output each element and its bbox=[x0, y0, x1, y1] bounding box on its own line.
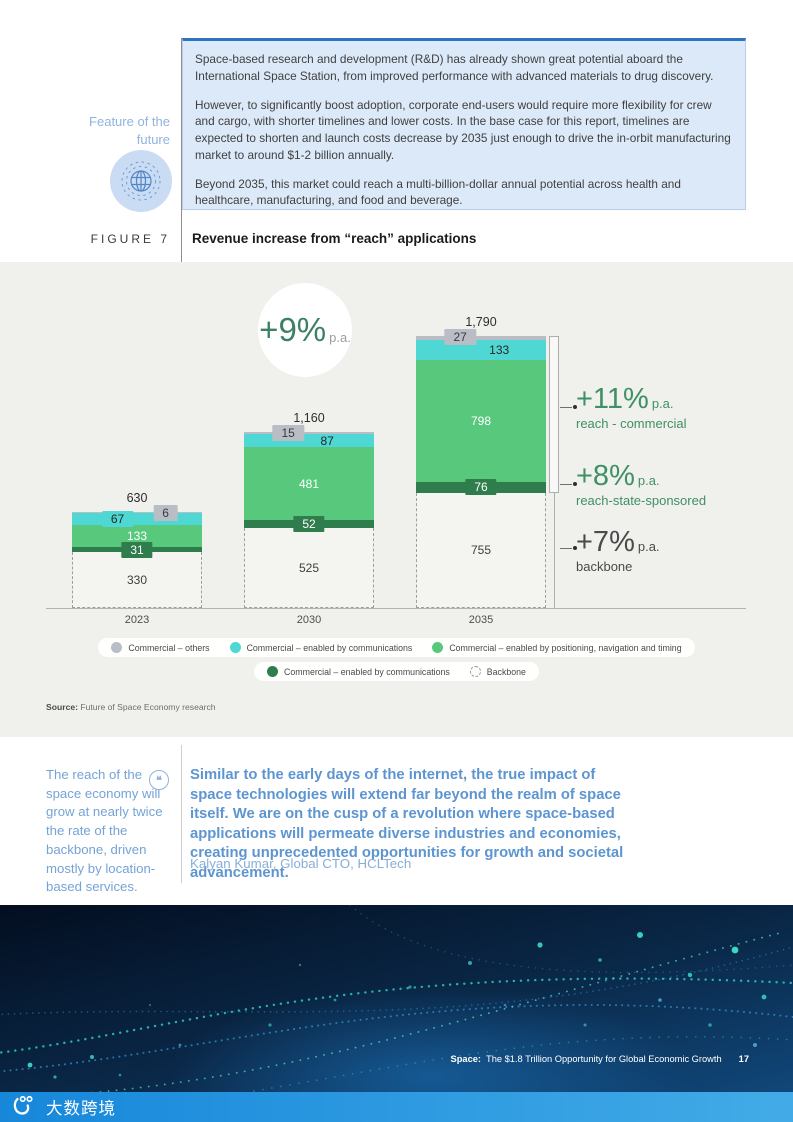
bar-segment-backbone: 525 bbox=[244, 528, 374, 608]
overall-growth-badge: +9% p.a. bbox=[258, 283, 352, 377]
annotation-label: backbone bbox=[576, 559, 633, 574]
bar-segment-backbone: 330 bbox=[72, 552, 202, 608]
segment-value-badge: 31 bbox=[121, 541, 153, 558]
main-quote-text: Similar to the early days of the interne… bbox=[190, 767, 624, 881]
legend-row-1: Commercial – others Commercial – enabled … bbox=[0, 638, 793, 657]
segment-value-badge: 52 bbox=[293, 516, 325, 533]
segment-value: 133 bbox=[489, 343, 510, 358]
space-background-image: Space: The $1.8 Trillion Opportunity for… bbox=[0, 905, 793, 1092]
figure-title: Revenue increase from “reach” applicatio… bbox=[192, 231, 477, 246]
legend-item: Commercial – enabled by positioning, nav… bbox=[432, 642, 682, 653]
legend-item: Commercial – enabled by communications bbox=[267, 666, 450, 677]
legend-label: Commercial – enabled by communications bbox=[246, 642, 413, 653]
annotation-rate: +7% bbox=[576, 526, 635, 558]
bar-total-label: 630 bbox=[126, 491, 148, 506]
source-line: Source: Future of Space Economy research bbox=[46, 702, 216, 712]
bar-segment bbox=[72, 524, 202, 548]
legend-item: Commercial – others bbox=[111, 642, 210, 653]
bar-segment bbox=[72, 512, 202, 514]
segment-value-badge: 15 bbox=[272, 424, 304, 441]
legend-dot bbox=[267, 666, 279, 677]
segment-value: 481 bbox=[298, 476, 320, 491]
annotation-label: reach - commercial bbox=[576, 416, 687, 431]
annotation-rate: +11% bbox=[576, 383, 649, 415]
x-axis-line bbox=[46, 608, 746, 609]
legend-row-2: Commercial – enabled by communications Ba… bbox=[0, 662, 793, 681]
axis-year-label: 2023 bbox=[124, 614, 150, 626]
footer-title-rest: The $1.8 Trillion Opportunity for Global… bbox=[486, 1054, 722, 1064]
bar-segment-backbone: 755 bbox=[416, 493, 546, 608]
growth-rate: +9% bbox=[259, 311, 327, 348]
legend-dot bbox=[432, 642, 444, 653]
globe-icon bbox=[110, 150, 172, 212]
bar-segment bbox=[244, 447, 374, 521]
legend-label: Commercial – enabled by positioning, nav… bbox=[449, 642, 682, 653]
top-divider-rule bbox=[181, 38, 182, 262]
bar-segment bbox=[416, 360, 546, 482]
quote-mark-icon: ❝ bbox=[149, 770, 169, 790]
source-text: Future of Space Economy research bbox=[80, 702, 216, 712]
footer-title-bold: Space: bbox=[450, 1054, 482, 1064]
legend-pill: Commercial – others Commercial – enabled … bbox=[98, 638, 695, 657]
bar-segment bbox=[72, 513, 202, 525]
quote-divider-rule bbox=[181, 745, 182, 883]
axis-year-label: 2035 bbox=[468, 614, 494, 626]
segment-value: 133 bbox=[126, 528, 148, 543]
annotation-connector bbox=[560, 405, 577, 409]
bar-segment bbox=[244, 431, 374, 434]
segment-value-badge: 67 bbox=[101, 510, 134, 527]
reach-bracket bbox=[549, 336, 559, 493]
segment-value-badge: 27 bbox=[444, 328, 476, 345]
feature-of-the-future-label: Feature of the future bbox=[89, 114, 170, 147]
page-number: 17 bbox=[738, 1054, 749, 1064]
legend-item: Commercial – enabled by communications bbox=[229, 642, 413, 653]
legend-label: Commercial – enabled by communications bbox=[284, 666, 450, 677]
legend-dot bbox=[469, 666, 481, 677]
axis-year-label: 2030 bbox=[296, 614, 322, 626]
annotation-connector bbox=[560, 482, 577, 486]
growth-rate-suffix: p.a. bbox=[329, 329, 351, 345]
info-paragraph: However, to significantly boost adoption… bbox=[195, 97, 731, 162]
legend-pill: Commercial – enabled by communications Ba… bbox=[254, 662, 539, 681]
segment-value-badge: 76 bbox=[465, 479, 497, 496]
annotation-suffix: p.a. bbox=[637, 473, 660, 488]
revenue-chart: 330 31 133 67 6 630 2023 525 52 481 87 15 1,160 2030 7… bbox=[0, 262, 793, 737]
legend-dot bbox=[111, 642, 123, 653]
info-paragraph: Space-based research and development (R&… bbox=[195, 52, 714, 83]
bar-segment bbox=[416, 340, 546, 361]
annotation-suffix: p.a. bbox=[637, 539, 660, 554]
legend-label: Backbone bbox=[486, 666, 526, 677]
bar-total-label: 1,160 bbox=[293, 410, 325, 425]
watermark-text: 大数跨境 bbox=[46, 1100, 116, 1118]
sidebar-pull-quote: The reach of the space economy will grow… bbox=[46, 767, 163, 895]
annotation-label: reach-state-sponsored bbox=[576, 493, 707, 508]
backbone-bracket-line bbox=[554, 493, 555, 608]
bar-total-label: 1,790 bbox=[465, 314, 497, 329]
bar-segment bbox=[244, 433, 374, 448]
annotation-connector bbox=[560, 546, 577, 550]
info-paragraph: Beyond 2035, this market could reach a m… bbox=[195, 176, 681, 208]
watermark-bar: 大数跨境 bbox=[0, 1092, 793, 1122]
brand-logo-icon bbox=[10, 1094, 40, 1121]
annotation-rate: +8% bbox=[576, 460, 635, 492]
segment-value: 87 bbox=[320, 433, 334, 448]
annotation-suffix: p.a. bbox=[651, 396, 674, 411]
legend-label: Commercial – others bbox=[128, 642, 210, 653]
segment-value-badge: 6 bbox=[153, 505, 178, 522]
legend-item: Backbone bbox=[469, 666, 526, 677]
legend-dot bbox=[229, 642, 241, 653]
footer-caption: Space: The $1.8 Trillion Opportunity for… bbox=[451, 1054, 749, 1064]
annotation-reach-commercial: +11% p.a. reach - commercial bbox=[576, 383, 687, 431]
bar-segment bbox=[416, 335, 546, 340]
quote-attribution: Kalyan Kumar, Global CTO, HCLTech bbox=[190, 856, 412, 871]
annotation-backbone: +7% p.a. backbone bbox=[576, 526, 660, 574]
annotation-reach-state-sponsored: +8% p.a. reach-state-sponsored bbox=[576, 460, 707, 508]
feature-info-box: Space-based research and development (R&… bbox=[182, 38, 746, 210]
figure-number-label: FIGURE 7 bbox=[90, 232, 170, 246]
segment-value: 798 bbox=[470, 413, 492, 428]
source-label: Source: bbox=[46, 702, 78, 712]
